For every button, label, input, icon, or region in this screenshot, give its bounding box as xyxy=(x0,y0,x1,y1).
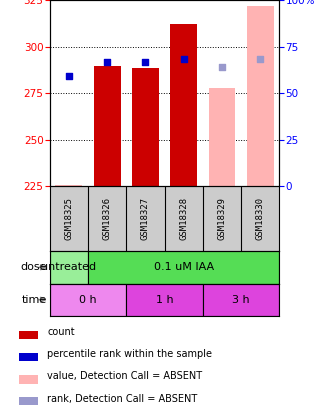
Text: rank, Detection Call = ABSENT: rank, Detection Call = ABSENT xyxy=(47,394,197,404)
Bar xyxy=(126,284,203,316)
Bar xyxy=(132,68,159,186)
Bar xyxy=(170,24,197,186)
Text: GSM18326: GSM18326 xyxy=(103,197,112,240)
Text: percentile rank within the sample: percentile rank within the sample xyxy=(47,349,212,359)
Text: value, Detection Call = ABSENT: value, Detection Call = ABSENT xyxy=(47,371,203,382)
Text: GSM18329: GSM18329 xyxy=(217,197,226,240)
Point xyxy=(105,59,110,66)
Point xyxy=(143,59,148,66)
Bar xyxy=(19,330,38,339)
Text: GSM18325: GSM18325 xyxy=(65,197,74,240)
Point xyxy=(257,55,263,62)
Text: dose: dose xyxy=(20,262,47,272)
Text: untreated: untreated xyxy=(41,262,96,272)
Bar xyxy=(94,66,120,186)
Point xyxy=(66,73,72,80)
Bar xyxy=(203,284,279,316)
Bar xyxy=(50,284,126,316)
Text: GSM18327: GSM18327 xyxy=(141,197,150,240)
Text: 0.1 uM IAA: 0.1 uM IAA xyxy=(153,262,214,272)
Text: 0 h: 0 h xyxy=(79,295,97,305)
Bar xyxy=(19,375,38,384)
Text: count: count xyxy=(47,327,75,337)
Text: time: time xyxy=(21,295,47,305)
Bar xyxy=(50,251,88,284)
Bar xyxy=(247,6,273,186)
Text: GSM18328: GSM18328 xyxy=(179,197,188,240)
Bar xyxy=(88,251,279,284)
Bar xyxy=(19,353,38,361)
Bar xyxy=(19,397,38,405)
Text: GSM18330: GSM18330 xyxy=(256,197,265,240)
Point xyxy=(181,55,186,62)
Bar xyxy=(56,185,82,186)
Text: 1 h: 1 h xyxy=(156,295,173,305)
Point xyxy=(219,64,224,70)
Text: 3 h: 3 h xyxy=(232,295,250,305)
Bar xyxy=(209,87,235,186)
